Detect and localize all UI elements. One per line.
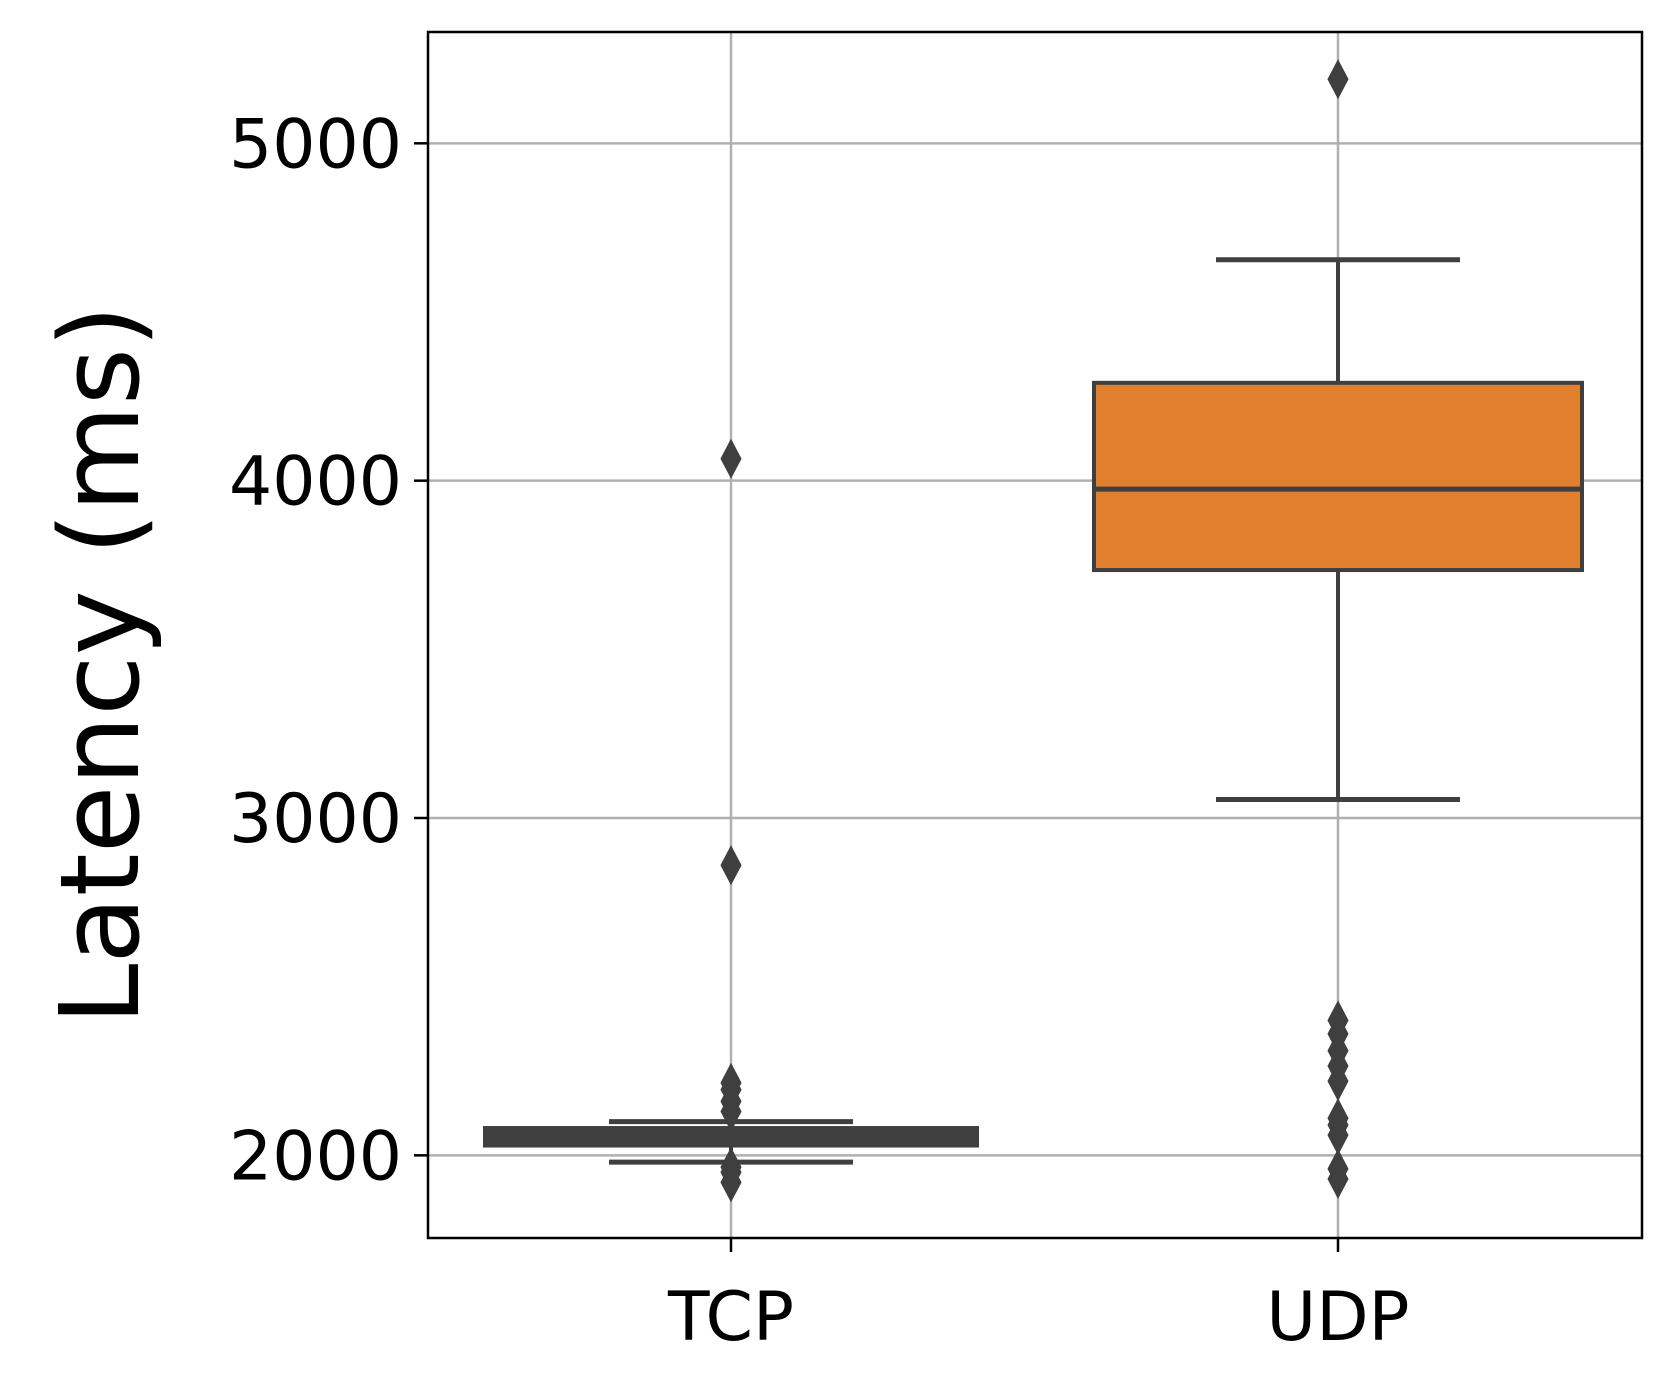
outlier-point xyxy=(720,845,742,886)
x-tick-label: UDP xyxy=(1266,1278,1409,1357)
outlier-point xyxy=(1327,59,1349,100)
y-tick-label: 5000 xyxy=(229,105,402,184)
x-tick-label: TCP xyxy=(667,1278,794,1357)
plot-area-frame xyxy=(426,30,1644,1240)
box-layer xyxy=(483,59,1584,1203)
box-udp xyxy=(1092,59,1584,1200)
y-axis-title: Latency (ms) xyxy=(36,305,164,1025)
box-tcp xyxy=(483,438,979,1203)
outlier-point xyxy=(720,1062,742,1103)
outlier-point xyxy=(1327,1148,1349,1189)
outlier-point xyxy=(1327,1000,1349,1041)
y-tick-label: 4000 xyxy=(229,443,402,522)
box-iqr xyxy=(1092,380,1584,573)
grid-layer xyxy=(428,32,1642,1238)
outlier-point xyxy=(720,1147,742,1188)
x-axis: TCP UDP xyxy=(667,1238,1410,1357)
outlier-point xyxy=(720,438,742,479)
y-tick-label: 2000 xyxy=(229,1117,402,1196)
outlier-point xyxy=(1327,1098,1349,1139)
y-axis: 2000 3000 4000 5000 xyxy=(229,105,428,1196)
y-tick-label: 3000 xyxy=(229,780,402,859)
